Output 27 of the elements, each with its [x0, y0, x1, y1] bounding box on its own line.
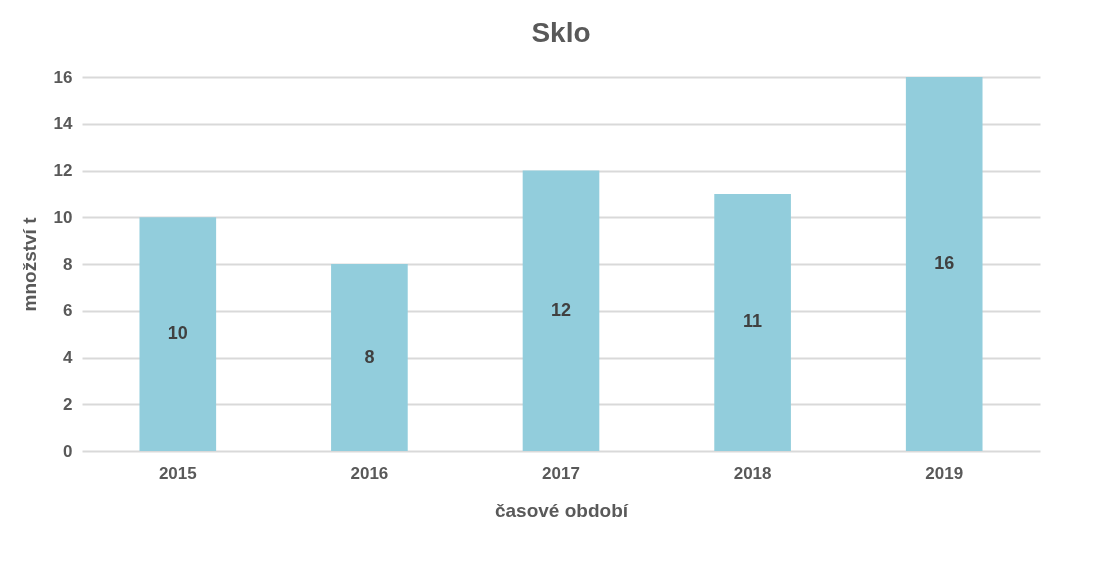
bar: [139, 217, 217, 451]
y-axis-title: množství t: [18, 216, 40, 312]
x-tick-label: 2019: [925, 463, 964, 483]
y-tick-label: 6: [63, 301, 73, 321]
x-tick-label: 2017: [542, 463, 580, 483]
x-axis-title: časové období: [494, 499, 629, 521]
y-tick-label: 12: [53, 161, 73, 180]
data-label: 12: [550, 299, 572, 320]
y-tick-label: 4: [63, 348, 74, 367]
y-tick-label: 0: [63, 441, 73, 461]
data-label: 16: [934, 253, 955, 273]
x-tick-label: 2016: [350, 463, 389, 483]
y-tick-label: 8: [63, 254, 73, 274]
x-tick-label: 2018: [733, 463, 772, 483]
data-label: 11: [743, 311, 763, 332]
chart-title: Sklo: [531, 17, 591, 48]
y-tick-label: 2: [63, 394, 73, 414]
bar: [905, 77, 983, 451]
data-label: 10: [167, 323, 188, 344]
bar: [714, 193, 791, 451]
y-tick-label: 10: [53, 207, 73, 227]
bar: [522, 170, 600, 451]
bar: [331, 264, 408, 451]
y-tick-label: 16: [53, 67, 73, 87]
y-tick-label: 14: [53, 114, 74, 134]
x-tick-label: 2015: [158, 463, 197, 483]
data-label: 8: [364, 346, 375, 367]
